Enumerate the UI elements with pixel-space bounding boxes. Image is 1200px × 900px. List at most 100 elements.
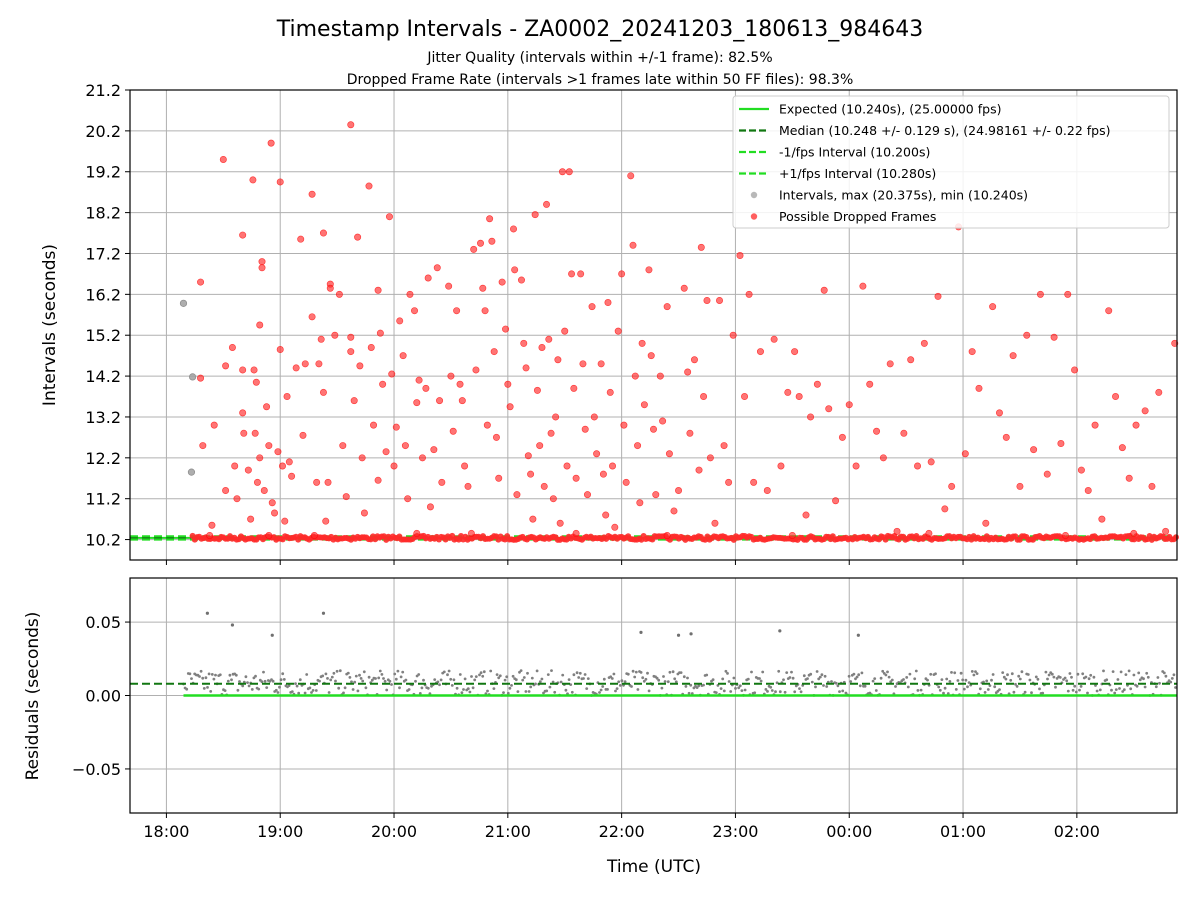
residual-point bbox=[1054, 685, 1057, 689]
residual-point bbox=[458, 673, 462, 676]
dropped-frame-point bbox=[934, 292, 942, 300]
residual-point bbox=[758, 677, 761, 680]
residual-point bbox=[468, 690, 472, 694]
intervals-y-tick-label: 17.2 bbox=[85, 244, 121, 263]
residual-point bbox=[623, 680, 627, 684]
residual-point bbox=[774, 690, 777, 694]
residual-point bbox=[913, 677, 917, 681]
dropped-frame-point bbox=[276, 178, 284, 186]
residual-point bbox=[1050, 672, 1054, 676]
residual-point bbox=[185, 687, 189, 691]
residual-point bbox=[993, 685, 997, 689]
residual-point bbox=[241, 684, 245, 688]
dropped-frame-point bbox=[886, 360, 894, 368]
time-x-tick-label: 19:00 bbox=[257, 822, 303, 841]
residual-point bbox=[508, 686, 512, 690]
residual-point bbox=[535, 669, 539, 673]
residual-point bbox=[247, 684, 251, 688]
dropped-frame-point bbox=[706, 454, 714, 462]
interval-point bbox=[187, 468, 196, 476]
residual-point bbox=[356, 689, 360, 693]
dropped-frame-point bbox=[606, 388, 614, 396]
dropped-frame-point bbox=[927, 458, 935, 466]
dropped-frame-point bbox=[859, 282, 867, 290]
residual-point bbox=[436, 680, 440, 684]
residual-point bbox=[570, 690, 574, 694]
residual-point bbox=[385, 688, 389, 692]
residual-point bbox=[956, 679, 960, 682]
dropped-frame-point bbox=[498, 278, 506, 286]
residual-point bbox=[545, 689, 549, 693]
dropped-frame-point bbox=[813, 380, 821, 388]
residual-point bbox=[682, 675, 686, 679]
residual-point bbox=[1034, 675, 1038, 679]
dropped-frame-point bbox=[647, 352, 655, 360]
residuals-plot-frame bbox=[129, 577, 1178, 814]
dropped-frame-point bbox=[554, 356, 562, 364]
residual-point bbox=[399, 675, 403, 679]
residual-point bbox=[1010, 672, 1014, 676]
residual-point bbox=[940, 678, 944, 681]
residual-point bbox=[1006, 673, 1009, 677]
residual-point bbox=[553, 690, 557, 694]
residual-point bbox=[721, 677, 725, 681]
residual-point bbox=[633, 675, 637, 679]
residual-point bbox=[1063, 676, 1067, 680]
dropped-frame-point bbox=[253, 478, 261, 486]
time-x-tick-label: 18:00 bbox=[143, 822, 189, 841]
residual-point bbox=[966, 685, 969, 689]
dropped-frame-point bbox=[319, 388, 327, 396]
residual-point bbox=[510, 684, 513, 687]
legend-entry-label: Median (10.248 +/- 0.129 s), (24.98161 +… bbox=[779, 123, 1110, 138]
dropped-frame-point bbox=[260, 487, 268, 495]
residual-point bbox=[982, 680, 985, 684]
dropped-frame-point bbox=[914, 462, 922, 470]
dropped-frame-point bbox=[461, 462, 469, 470]
residual-point bbox=[666, 680, 670, 684]
residual-point bbox=[626, 672, 630, 676]
residual-point bbox=[346, 671, 350, 675]
residual-point bbox=[945, 677, 949, 681]
dropped-frame-point bbox=[288, 472, 296, 480]
residual-point bbox=[1146, 675, 1150, 679]
dropped-frame-point bbox=[565, 168, 573, 176]
residual-point bbox=[1026, 673, 1030, 676]
residual-outlier-point bbox=[689, 632, 693, 636]
residual-point bbox=[471, 686, 475, 690]
residuals-y-axis-label: Residuals (seconds) bbox=[23, 612, 43, 781]
residual-point bbox=[426, 686, 430, 690]
dropped-frame-point bbox=[467, 529, 475, 537]
residual-point bbox=[481, 674, 485, 678]
dropped-frame-point bbox=[968, 348, 976, 356]
residual-point bbox=[777, 669, 781, 673]
residual-point bbox=[303, 691, 307, 695]
dropped-frame-point bbox=[597, 360, 605, 368]
dropped-frame-point bbox=[536, 442, 544, 450]
residual-point bbox=[334, 679, 337, 683]
residual-point bbox=[599, 688, 603, 692]
residual-point bbox=[495, 673, 499, 676]
residual-point bbox=[449, 677, 453, 681]
residual-point bbox=[388, 679, 392, 683]
residual-point bbox=[684, 685, 688, 688]
residual-point bbox=[655, 676, 659, 680]
residual-point bbox=[705, 673, 709, 677]
dropped-frame-point bbox=[1132, 421, 1140, 429]
residual-point bbox=[548, 685, 552, 689]
dropped-frame-point bbox=[374, 286, 382, 294]
dropped-frame-point bbox=[1036, 290, 1044, 298]
residual-point bbox=[452, 678, 456, 682]
residual-point bbox=[967, 681, 971, 684]
dropped-frame-point bbox=[239, 231, 247, 239]
residual-point bbox=[1086, 691, 1089, 695]
dropped-frame-point bbox=[638, 339, 646, 347]
residual-point bbox=[617, 680, 621, 684]
residual-point bbox=[1129, 687, 1133, 691]
residual-point bbox=[1162, 671, 1166, 675]
residual-point bbox=[894, 685, 897, 688]
residual-point bbox=[358, 673, 361, 677]
residual-point bbox=[662, 675, 665, 678]
residual-point bbox=[522, 676, 526, 679]
legend-entry-label: Possible Dropped Frames bbox=[779, 209, 936, 224]
residual-point bbox=[606, 688, 609, 691]
